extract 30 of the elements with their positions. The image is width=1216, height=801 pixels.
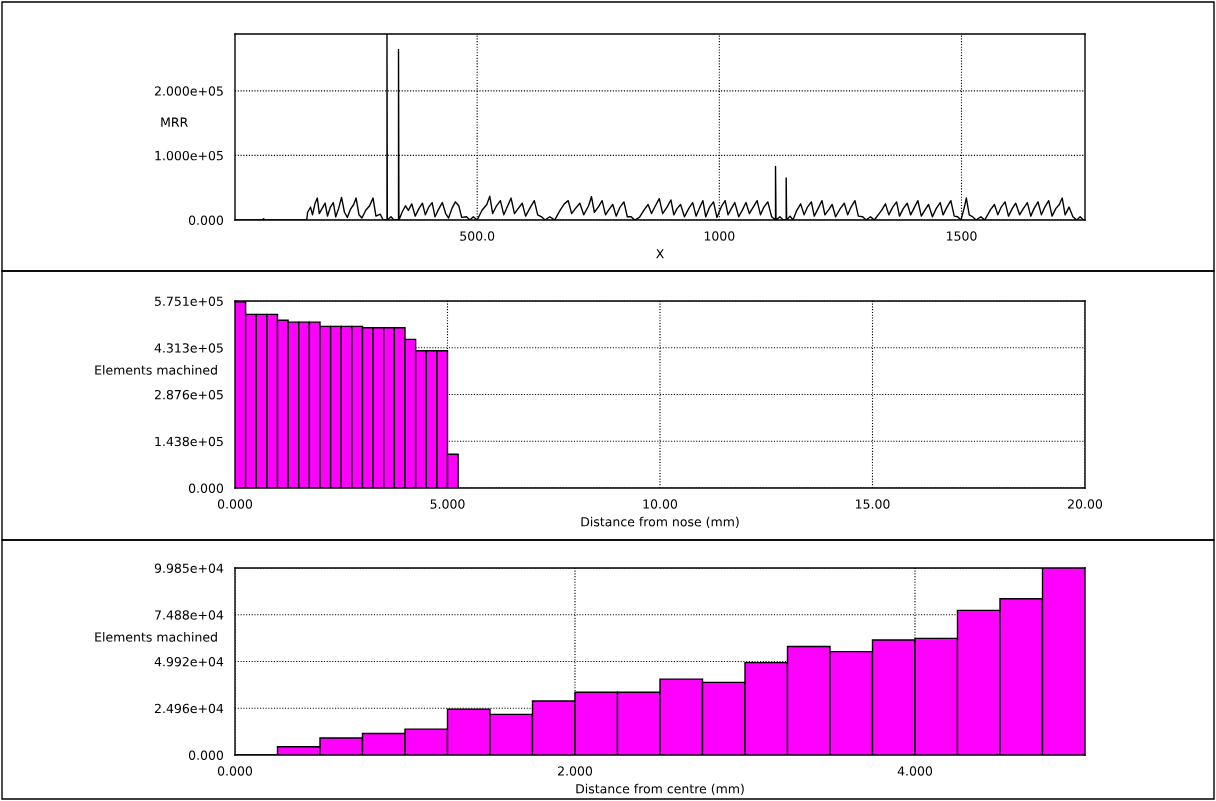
- y-tick-label: 0.000: [188, 750, 224, 760]
- x-tick-label: 1000: [704, 231, 735, 241]
- y-tick-label: 2.000e+05: [154, 86, 223, 96]
- y-axis-title: Elements machined: [95, 632, 217, 642]
- x-tick-label: 500.0: [460, 231, 495, 241]
- y-tick-label: 0.000: [188, 215, 224, 225]
- x-tick-label: 20.00: [1068, 499, 1103, 509]
- y-tick-label: 5.751e+05: [155, 296, 223, 306]
- x-axis-title: Distance from nose (mm): [581, 516, 739, 528]
- x-tick-label: 2.000: [558, 766, 593, 776]
- y-tick-label: 9.985e+04: [154, 563, 224, 573]
- y-tick-label: 0.000: [188, 483, 224, 493]
- y-axis-title: Elements machined: [95, 365, 217, 375]
- x-tick-label: 0.000: [217, 766, 253, 776]
- x-axis-title: X: [656, 249, 664, 259]
- y-tick-label: 2.496e+04: [154, 703, 224, 714]
- y-tick-label: 1.000e+05: [155, 150, 223, 161]
- x-tick-label: 15.00: [855, 499, 890, 509]
- x-tick-label: 5.000: [430, 499, 465, 509]
- y-axis-title: MRR: [161, 117, 188, 127]
- x-tick-label: 4.000: [897, 766, 933, 776]
- y-tick-label: 1.438e+05: [155, 436, 223, 447]
- x-tick-label: 0.000: [217, 499, 253, 509]
- y-tick-label: 2.876e+05: [154, 389, 223, 400]
- y-tick-label: 4.313e+05: [154, 343, 223, 353]
- x-tick-label: 10.00: [643, 499, 678, 509]
- y-tick-label: 4.992e+04: [154, 656, 224, 667]
- x-tick-label: 1500: [946, 231, 977, 241]
- y-tick-label: 7.488e+04: [155, 610, 224, 620]
- x-axis-title: Distance from centre (mm): [576, 783, 744, 795]
